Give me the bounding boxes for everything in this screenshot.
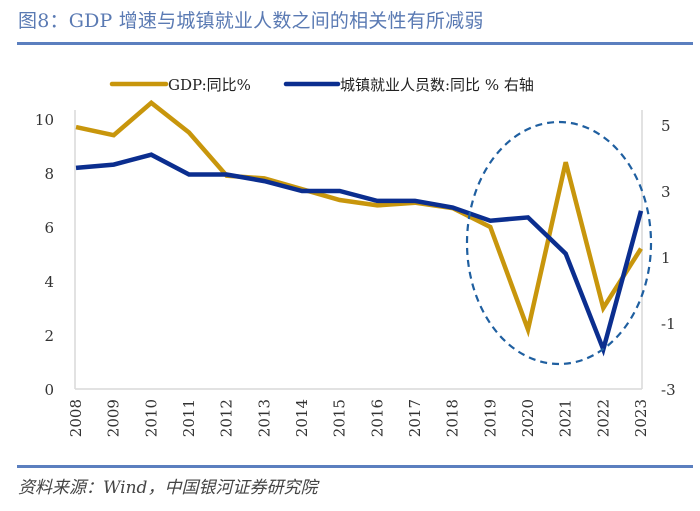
left-tick-label: 2 <box>44 327 54 345</box>
right-tick-label: 1 <box>661 249 671 267</box>
x-tick-label: 2011 <box>180 399 198 437</box>
x-tick-label: 2013 <box>255 399 273 437</box>
source-rule <box>17 465 693 468</box>
left-tick-label: 4 <box>44 273 54 291</box>
left-tick-label: 10 <box>35 111 54 129</box>
x-tick-label: 2023 <box>632 399 650 437</box>
series-employment-line <box>75 152 644 357</box>
right-tick-label: 5 <box>661 117 671 135</box>
x-tick-label: 2015 <box>331 399 349 437</box>
legend-label-gdp: GDP:同比% <box>168 76 251 94</box>
x-tick-label: 2008 <box>67 399 85 437</box>
left-tick-label: 6 <box>44 219 54 237</box>
right-tick-label: -3 <box>661 381 676 399</box>
title-rule <box>17 42 693 45</box>
x-tick-label: 2017 <box>406 399 424 437</box>
x-tick-label: 2016 <box>368 399 386 437</box>
series-group <box>75 99 644 357</box>
right-tick-label: 3 <box>661 183 671 201</box>
legend: GDP:同比% 城镇就业人员数:同比 % 右轴 <box>109 76 534 94</box>
right-axis-ticks: -3 -1 1 3 5 <box>661 117 676 399</box>
x-tick-label: 2022 <box>594 399 612 437</box>
legend-label-employment: 城镇就业人员数:同比 % 右轴 <box>340 76 534 94</box>
left-tick-label: 8 <box>44 165 54 183</box>
right-tick-label: -1 <box>661 315 676 333</box>
annotation-group <box>465 120 653 366</box>
left-axis-ticks: 0 2 4 6 8 10 <box>35 111 54 399</box>
left-tick-label: 0 <box>44 381 54 399</box>
series-gdp-line <box>75 99 643 338</box>
x-tick-label: 2018 <box>444 399 462 437</box>
x-tick-label: 2010 <box>142 399 160 437</box>
x-tick-label: 2012 <box>218 399 236 437</box>
highlight-ellipse <box>465 120 653 366</box>
figure-title: 图8：GDP 增速与城镇就业人数之间的相关性有所减弱 <box>18 10 484 32</box>
x-axis-ticks: 2008 2009 2010 2011 2012 2013 2014 2015 2016 2017… <box>67 399 650 437</box>
x-tick-label: 2021 <box>557 399 575 437</box>
axes-group <box>74 110 643 390</box>
x-tick-label: 2009 <box>105 399 123 437</box>
x-tick-label: 2019 <box>481 399 499 437</box>
x-tick-label: 2014 <box>293 399 311 437</box>
x-tick-label: 2020 <box>519 399 537 437</box>
source-note: 资料来源：Wind，中国银河证券研究院 <box>18 478 318 498</box>
